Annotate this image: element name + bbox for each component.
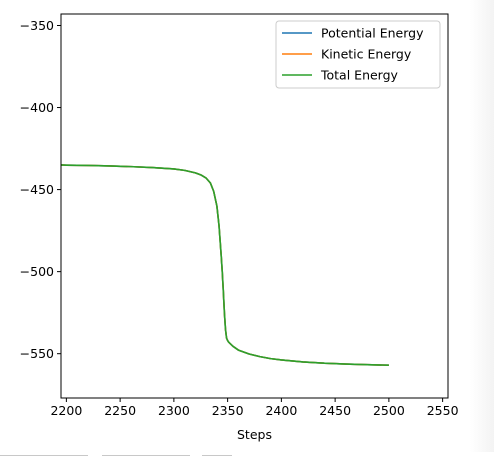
x-axis-label: Steps	[237, 427, 272, 442]
y-tick-label: −350	[20, 18, 54, 33]
y-tick-label: −550	[20, 346, 54, 361]
plot-frame	[60, 13, 449, 399]
toolbar-separator	[0, 455, 88, 456]
x-tick-label: 2350	[212, 403, 244, 418]
window-edge	[470, 0, 494, 458]
series-line-potential-energy	[60, 164, 389, 366]
legend: Potential Energy Kinetic Energy Total Ener…	[275, 20, 441, 89]
x-tick-label: 2200	[50, 403, 82, 418]
x-tick-label: 2300	[158, 403, 190, 418]
y-tick-label: −400	[20, 100, 54, 115]
x-tick-label: 2450	[319, 403, 351, 418]
legend-box	[275, 20, 441, 89]
x-tick-label: 2550	[427, 403, 459, 418]
x-tick-label: 2500	[373, 403, 405, 418]
toolbar-separator	[202, 455, 232, 456]
legend-entry: Kinetic Energy	[321, 47, 412, 62]
y-tick-label: −450	[20, 182, 54, 197]
series-line-total-energy	[60, 164, 389, 366]
x-tick-label: 2250	[104, 403, 136, 418]
legend-entry: Total Energy	[320, 68, 399, 83]
legend-entry: Potential Energy	[321, 26, 424, 41]
toolbar-strip	[0, 452, 494, 458]
toolbar-separator	[102, 455, 190, 456]
x-tick-label: 2400	[265, 403, 297, 418]
series-line-kinetic-energy	[60, 164, 389, 366]
y-tick-label: −500	[20, 264, 54, 279]
